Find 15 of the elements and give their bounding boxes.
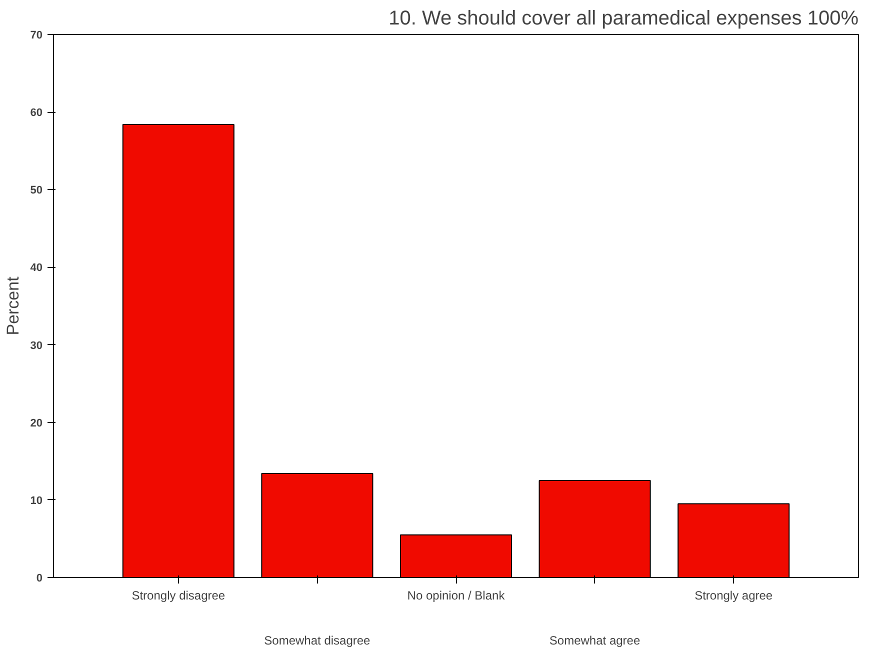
y-tick-label: 0 [36,572,43,584]
y-tick-label: 40 [30,262,43,274]
x-tick-label: Somewhat agree [549,634,640,648]
chart-title: 10. We should cover all paramedical expenses 100% [388,8,859,30]
y-axis-title: Percent [3,276,22,336]
y-tick-label: 10 [30,494,43,507]
x-tick-label: Somewhat disagree [264,634,371,648]
y-tick-label: 70 [30,30,43,42]
x-tick-label: Strongly agree [694,588,773,602]
y-tick-label: 60 [30,107,43,120]
x-tick-label: Strongly disagree [132,588,226,602]
y-tick-label: 20 [30,417,43,430]
y-tick-label: 50 [30,184,43,197]
y-tick-label: 30 [30,340,43,352]
x-tick-label: No opinion / Blank [407,588,506,602]
